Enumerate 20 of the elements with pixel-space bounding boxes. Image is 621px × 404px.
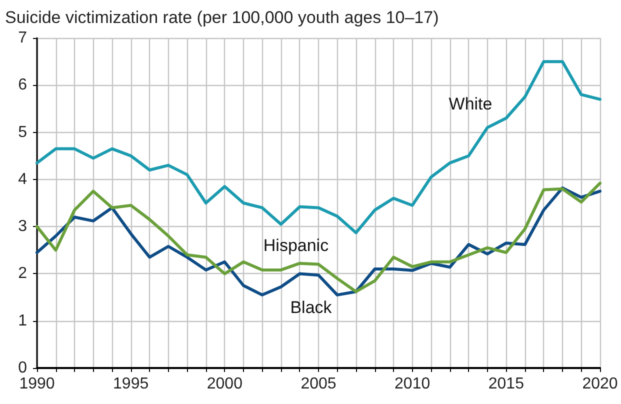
series-label: White: [448, 94, 492, 114]
y-tick-label: 0: [18, 360, 28, 376]
x-tick-label: 2000: [206, 376, 243, 392]
line-series: [36, 60, 602, 234]
x-tick-label: 2005: [300, 376, 336, 392]
y-tick-label: 1: [18, 312, 28, 330]
x-tick-label: 2015: [488, 376, 524, 392]
y-tick-label: 2: [18, 265, 28, 282]
chart-title: Suicide victimization rate (per 100,000 youth ages 10–17): [5, 8, 439, 27]
series-label: Black: [290, 298, 332, 318]
y-tick-label: 3: [18, 218, 28, 236]
y-tick-label: 4: [18, 170, 28, 188]
x-tick-label: 1990: [19, 376, 55, 392]
x-tick-label: 2020: [582, 376, 618, 392]
x-tick-label: 1995: [113, 376, 149, 392]
y-tick-label: 7: [18, 30, 28, 46]
series-label: Hispanic: [263, 236, 330, 255]
x-tick-label: 2010: [394, 376, 430, 392]
y-tick-label: 5: [18, 124, 28, 141]
y-tick-label: 6: [18, 76, 28, 94]
